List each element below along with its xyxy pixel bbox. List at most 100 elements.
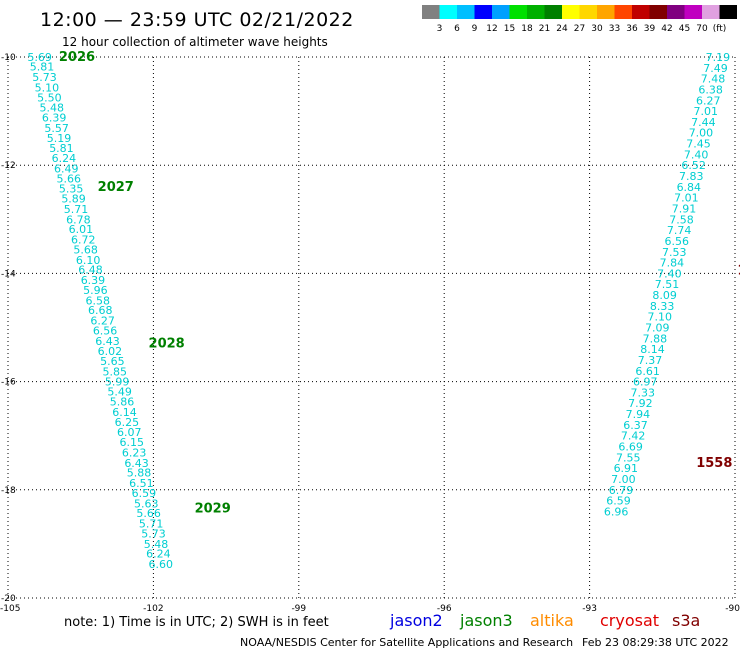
x-tick-label: -99 (291, 604, 306, 614)
color-swatch (632, 5, 650, 19)
wave-height-point: 7.48 (701, 73, 726, 86)
wave-height-point: 6.24 (52, 152, 76, 165)
wave-height-point: 5.57 (44, 122, 69, 135)
wave-height-point: 7.92 (628, 397, 653, 410)
color-swatch (614, 5, 632, 19)
wave-height-point: 6.38 (698, 83, 723, 96)
color-scale-label: 36 (626, 24, 638, 34)
pass-label: 1558 (696, 456, 732, 471)
wave-height-point: 8.14 (640, 343, 665, 356)
wave-height-point: 7.83 (679, 170, 704, 183)
wave-height-point: 5.65 (100, 355, 125, 368)
wave-height-point: 6.27 (90, 314, 115, 327)
color-scale-label: 6 (454, 24, 460, 34)
wave-height-point: 6.59 (132, 487, 157, 500)
color-scale-label: 45 (679, 24, 690, 34)
wave-height-point: 7.53 (662, 246, 687, 259)
wave-height-point: 5.10 (35, 81, 60, 94)
wave-height-point: 6.49 (54, 162, 79, 175)
wave-height-point: 5.88 (127, 466, 152, 479)
wave-height-point: 5.96 (83, 284, 108, 297)
wave-height-point: 6.78 (66, 213, 91, 226)
wave-height-point: 7.91 (672, 202, 697, 215)
wave-height-point: 5.48 (144, 538, 169, 551)
wave-height-point: 7.37 (638, 354, 663, 367)
footer-note: note: 1) Time is in UTC; 2) SWH is in fe… (64, 615, 329, 630)
wave-height-point: 7.09 (645, 322, 670, 335)
wave-height-point: 6.10 (76, 254, 101, 267)
wave-height-point: 5.68 (73, 244, 98, 257)
wave-height-point: 7.10 (647, 311, 672, 324)
wave-height-point: 8.33 (650, 300, 675, 313)
color-swatch (719, 5, 737, 19)
y-tick-label: -10 (1, 53, 16, 63)
wave-height-point: 6.72 (71, 233, 96, 246)
x-tick-label: -90 (725, 604, 740, 614)
wave-height-point: 8.09 (652, 289, 677, 302)
wave-height-point: 6.01 (69, 223, 94, 236)
pass-label: 2026 (59, 50, 95, 65)
pass-label: 2028 (149, 337, 185, 352)
wave-height-point: 7.74 (667, 224, 692, 237)
satellite-legend-altika: altika (530, 611, 574, 630)
color-scale-label: 12 (486, 24, 497, 34)
wave-height-point: 6.68 (88, 304, 113, 317)
color-swatch (702, 5, 720, 19)
wave-height-point: 6.52 (681, 159, 706, 172)
wave-height-point: 5.71 (139, 517, 164, 530)
color-scale-label: 27 (574, 24, 585, 34)
wave-height-point: 5.71 (64, 203, 88, 216)
satellite-legend-jason2: jason2 (389, 611, 443, 630)
wave-height-point: 7.45 (686, 138, 711, 151)
wave-height-point: 5.19 (47, 132, 71, 145)
wave-height-point: 7.51 (655, 278, 680, 291)
wave-height-point: 7.33 (631, 386, 656, 399)
color-scale-label: 18 (521, 24, 533, 34)
wave-height-point: 5.73 (32, 71, 57, 84)
wave-height-point: 6.84 (677, 181, 702, 194)
wave-height-point: 7.40 (657, 267, 682, 280)
pass-label: 1557 (737, 264, 740, 279)
footer-credit: NOAA/NESDIS Center for Satellite Applica… (240, 636, 573, 649)
pass-number-labels: 2026 2027 2028 2029 1557 1558 (59, 50, 740, 517)
wave-height-point: 6.39 (42, 112, 67, 125)
wave-height-point: 6.59 (606, 495, 631, 508)
wave-height-point: 7.88 (643, 332, 668, 345)
color-swatch (684, 5, 702, 19)
color-scale-label: 3 (437, 24, 443, 34)
y-tick-label: -12 (1, 161, 16, 171)
color-scale-label: 24 (556, 24, 568, 34)
color-scale-bar: 3 6 9 12 15 18 21 24 27 30 33 36 39 42 45 70 (ft) (422, 5, 737, 34)
wave-height-point: 7.44 (691, 116, 716, 129)
chart-title: 12:00 — 23:59 UTC 02/21/2022 (40, 9, 354, 31)
color-swatch (457, 5, 475, 19)
wave-height-point: 7.01 (694, 105, 719, 118)
y-tick-label: -14 (1, 269, 16, 279)
wave-height-point: 6.48 (78, 264, 103, 277)
wave-height-point: 5.66 (56, 173, 81, 186)
wave-height-point: 7.42 (621, 430, 646, 443)
wave-height-point: 7.01 (674, 192, 699, 205)
color-scale-label: 33 (609, 24, 620, 34)
satellite-legend-jason3: jason3 (459, 611, 513, 630)
wave-height-point: 5.86 (110, 396, 135, 409)
wave-height-point: 6.23 (122, 446, 147, 459)
wave-height-point: 6.60 (149, 558, 174, 571)
wave-height-point: 6.97 (633, 376, 658, 389)
color-swatch (562, 5, 580, 19)
wave-height-point: 6.07 (117, 426, 142, 439)
wave-height-values: 5.695.815.735.105.505.486.395.575.195.81… (27, 51, 730, 571)
wave-height-point: 7.94 (626, 408, 651, 421)
wave-height-point: 5.73 (141, 528, 166, 541)
x-tick-label: -105 (0, 604, 20, 614)
chart-subtitle: 12 hour collection of altimeter wave hei… (62, 35, 328, 49)
wave-height-point: 7.00 (611, 473, 636, 486)
color-swatch (492, 5, 510, 19)
x-tick-label: -102 (143, 604, 163, 614)
footer-timestamp: Feb 23 08:29:38 UTC 2022 (582, 636, 729, 649)
color-swatch (579, 5, 597, 19)
color-swatch (509, 5, 527, 19)
wave-height-point: 6.43 (95, 335, 120, 348)
color-swatch (527, 5, 545, 19)
wave-height-point: 5.69 (27, 51, 51, 64)
